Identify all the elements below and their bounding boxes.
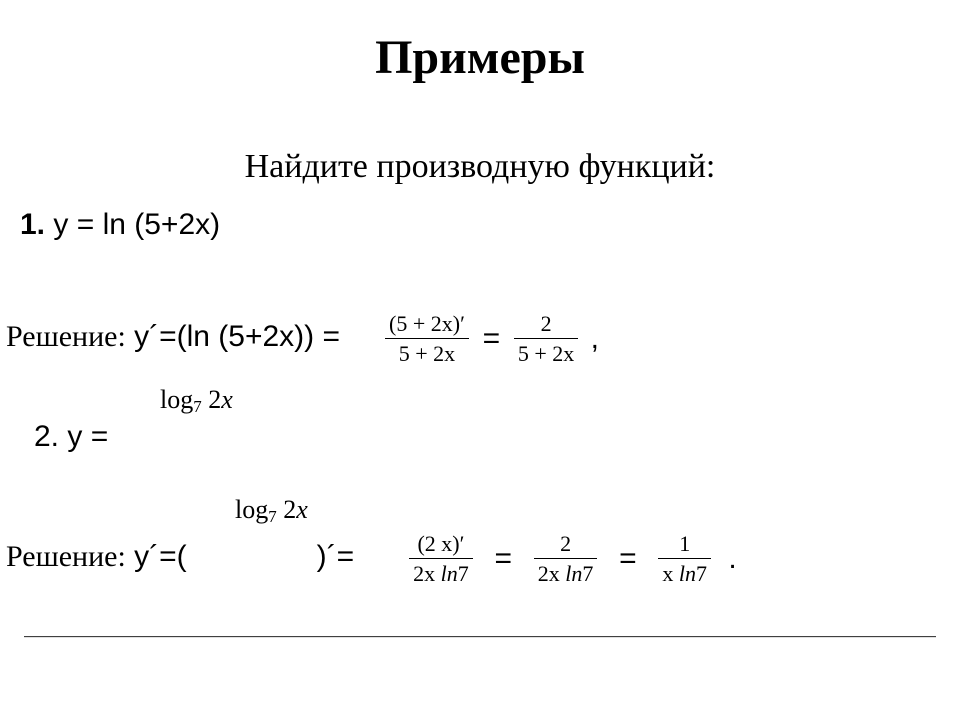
solution-2-eq-2: =: [605, 542, 651, 576]
solution-1-yprime: y´=(ln (5+2x)) =: [126, 320, 340, 353]
solution-2-yprime-close: )´=: [317, 540, 355, 573]
problem-1: 1. y = ln (5+2x): [20, 208, 220, 242]
problem-2-log: log7 2x: [160, 385, 233, 417]
solution-2-frac-3-num: 1: [658, 530, 711, 559]
problem-1-number: 1.: [20, 208, 45, 241]
problem-2-prefix: y =: [59, 420, 108, 453]
slide-title: Примеры: [0, 30, 960, 85]
solution-1-frac-2-num: 2: [514, 310, 578, 339]
solution-1-end: ,: [586, 322, 604, 356]
problem-1-expr: ln (5+2x): [103, 208, 221, 241]
solution-2-frac-1-den: 2x ln7: [409, 559, 473, 589]
solution-1-eq-1: =: [476, 322, 506, 356]
bottom-rule: [24, 636, 936, 637]
solution-2-end: .: [719, 542, 747, 576]
slide: Примеры Найдите производную функций: 1. …: [0, 0, 960, 720]
solution-2: Решение: y´=()´= (2 x)′ 2x ln7 = 2 2x ln…: [6, 530, 747, 588]
solution-1-frac-2-den: 5 + 2x: [514, 339, 578, 369]
solution-1-frac-1-num: (5 + 2x)′: [385, 310, 469, 339]
problem-2: 2. y =: [34, 420, 108, 454]
solution-2-frac-3-den: x ln7: [658, 559, 711, 589]
solution-2-log-inside: log7 2x: [235, 495, 308, 527]
problem-2-number: 2.: [34, 420, 59, 453]
solution-2-frac-1: (2 x)′ 2x ln7: [409, 530, 473, 588]
solution-1-label: Решение:: [6, 320, 126, 353]
solution-2-yprime-open: y´=(: [126, 540, 187, 573]
solution-2-frac-1-num: (2 x)′: [409, 530, 473, 559]
solution-2-eq-1: =: [480, 542, 526, 576]
solution-1-frac-1-den: 5 + 2x: [385, 339, 469, 369]
slide-subtitle: Найдите производную функций:: [0, 148, 960, 186]
solution-1-frac-1: (5 + 2x)′ 5 + 2x: [385, 310, 469, 368]
solution-2-frac-2-num: 2: [534, 530, 598, 559]
solution-1-frac-2: 2 5 + 2x: [514, 310, 578, 368]
solution-2-label: Решение:: [6, 540, 126, 573]
solution-2-frac-2: 2 2x ln7: [534, 530, 598, 588]
solution-2-frac-2-den: 2x ln7: [534, 559, 598, 589]
solution-1: Решение: y´=(ln (5+2x)) = (5 + 2x)′ 5 + …: [6, 310, 604, 368]
solution-2-frac-3: 1 x ln7: [658, 530, 711, 588]
problem-1-prefix: y =: [45, 208, 103, 241]
